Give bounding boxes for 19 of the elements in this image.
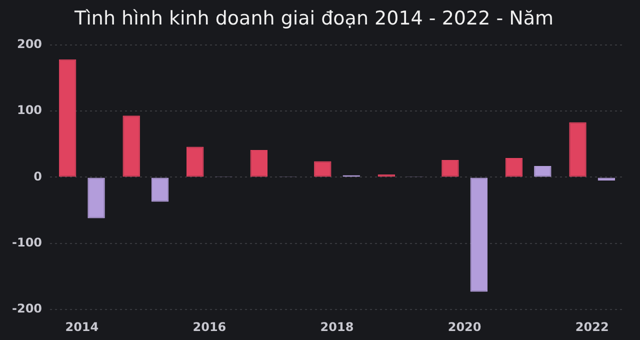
y-tick-label: 100	[16, 103, 42, 118]
bar	[569, 122, 586, 177]
chart-title: Tình hình kinh doanh giai đoạn 2014 - 2022 - Năm	[74, 7, 554, 30]
bar	[151, 178, 169, 202]
x-tick-label: 2018	[320, 320, 354, 334]
bar	[88, 178, 105, 218]
bar	[58, 59, 76, 177]
bar	[250, 150, 268, 177]
bar	[470, 178, 488, 292]
y-tick-label: 0	[34, 169, 42, 184]
y-tick-label: -100	[12, 236, 42, 250]
bar	[186, 146, 204, 177]
x-tick-label: 2016	[192, 320, 226, 334]
x-tick-label: 2020	[448, 320, 482, 334]
x-tick-label: 2014	[65, 320, 99, 334]
bar	[122, 116, 140, 177]
x-tick-label: 2022	[575, 320, 609, 334]
y-tick-label: -200	[12, 302, 42, 316]
y-tick-label: 200	[16, 36, 42, 51]
